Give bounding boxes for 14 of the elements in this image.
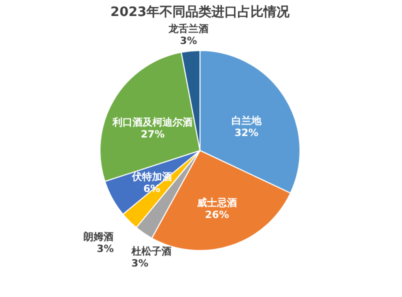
slice-label: 杜松子酒 xyxy=(130,245,172,258)
slice-label: 威士忌酒 xyxy=(196,196,237,209)
data-label: 27% xyxy=(140,130,165,141)
data-label: 3% xyxy=(131,258,148,270)
data-label: 3% xyxy=(180,36,198,48)
data-label: 26% xyxy=(205,210,229,221)
slice-label: 利口酒及柯迪尔酒 xyxy=(112,116,193,129)
data-label: 3% xyxy=(96,244,114,255)
data-label: 32% xyxy=(234,128,258,140)
data-label: 6% xyxy=(143,184,160,195)
slice-label: 朗姆酒 xyxy=(84,230,114,243)
slice-label: 龙舌兰酒 xyxy=(168,23,209,36)
chart-title: 2023年不同品类进口占比情况 xyxy=(110,5,291,20)
slice-label: 白兰地 xyxy=(231,115,262,128)
